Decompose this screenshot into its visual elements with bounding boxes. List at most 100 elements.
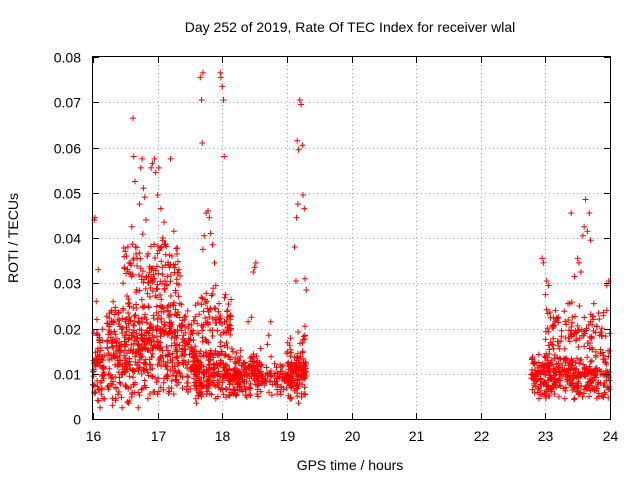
data-point	[198, 301, 205, 308]
data-point	[580, 361, 587, 368]
data-point	[580, 332, 587, 339]
data-point	[109, 402, 116, 409]
data-point	[185, 325, 192, 332]
data-point	[231, 375, 238, 382]
data-point	[161, 286, 168, 293]
data-point	[535, 359, 542, 366]
data-point	[193, 400, 200, 407]
data-point	[97, 362, 104, 369]
data-point	[542, 336, 549, 343]
data-point	[255, 393, 262, 400]
data-point	[550, 365, 557, 372]
data-point	[569, 314, 576, 321]
data-point	[110, 298, 117, 305]
data-point	[121, 341, 128, 348]
data-point	[143, 319, 150, 326]
data-point	[157, 353, 164, 360]
data-point	[112, 355, 119, 362]
data-point	[112, 331, 119, 338]
data-point	[563, 321, 570, 328]
data-point	[606, 330, 613, 337]
data-point	[140, 304, 147, 311]
data-point	[220, 96, 227, 103]
data-point	[546, 376, 553, 383]
data-point	[190, 354, 197, 361]
data-point	[139, 231, 146, 238]
data-point	[158, 258, 165, 265]
data-point	[217, 74, 224, 81]
data-point	[121, 369, 128, 376]
data-point	[180, 332, 187, 339]
data-point	[583, 325, 590, 332]
data-point	[225, 366, 232, 373]
data-point	[108, 309, 115, 316]
data-point	[144, 290, 151, 297]
data-point	[136, 201, 143, 208]
data-point	[161, 305, 168, 312]
data-point	[133, 330, 140, 337]
data-point	[164, 273, 171, 280]
data-point	[600, 309, 607, 316]
data-point	[119, 315, 126, 322]
data-point	[277, 361, 284, 368]
data-point	[544, 354, 551, 361]
data-point	[247, 392, 254, 399]
data-point	[206, 357, 213, 364]
data-point	[215, 308, 222, 315]
data-point	[161, 241, 168, 248]
data-point	[153, 303, 160, 310]
data-point	[228, 296, 235, 303]
data-point	[216, 300, 223, 307]
data-point	[93, 298, 100, 305]
data-point	[550, 345, 557, 352]
data-point	[577, 268, 584, 275]
data-point	[154, 281, 161, 288]
data-point	[288, 374, 295, 381]
data-point	[209, 241, 216, 248]
data-point	[199, 246, 206, 253]
data-point	[291, 387, 298, 394]
axis-ticks	[93, 57, 611, 420]
data-point	[117, 349, 124, 356]
data-point	[530, 382, 537, 389]
data-point	[293, 360, 300, 367]
data-point	[593, 374, 600, 381]
data-point	[132, 353, 139, 360]
data-point	[117, 380, 124, 387]
data-point	[541, 379, 548, 386]
data-point	[151, 155, 158, 162]
data-point	[97, 379, 104, 386]
data-point	[529, 386, 536, 393]
data-point	[180, 361, 187, 368]
data-point	[121, 334, 128, 341]
data-point	[584, 354, 591, 361]
data-point	[261, 382, 268, 389]
data-point	[90, 382, 97, 389]
data-point	[134, 365, 141, 372]
data-point	[200, 324, 207, 331]
data-point	[198, 96, 205, 103]
data-point	[539, 255, 546, 262]
data-point	[166, 351, 173, 358]
data-point	[90, 357, 97, 364]
data-point	[168, 378, 175, 385]
data-point	[138, 386, 145, 393]
data-point	[105, 331, 112, 338]
data-point	[119, 330, 126, 337]
data-point	[132, 311, 139, 318]
data-point	[225, 327, 232, 334]
data-point	[586, 393, 593, 400]
data-point	[214, 327, 221, 334]
data-point	[197, 359, 204, 366]
data-point	[259, 373, 266, 380]
data-point	[200, 308, 207, 315]
data-point	[585, 339, 592, 346]
data-point	[195, 358, 202, 365]
data-point	[556, 355, 563, 362]
data-point	[115, 391, 122, 398]
data-point	[142, 216, 149, 223]
data-point	[561, 308, 568, 315]
data-point	[548, 341, 555, 348]
data-point	[267, 318, 274, 325]
data-point	[155, 312, 162, 319]
